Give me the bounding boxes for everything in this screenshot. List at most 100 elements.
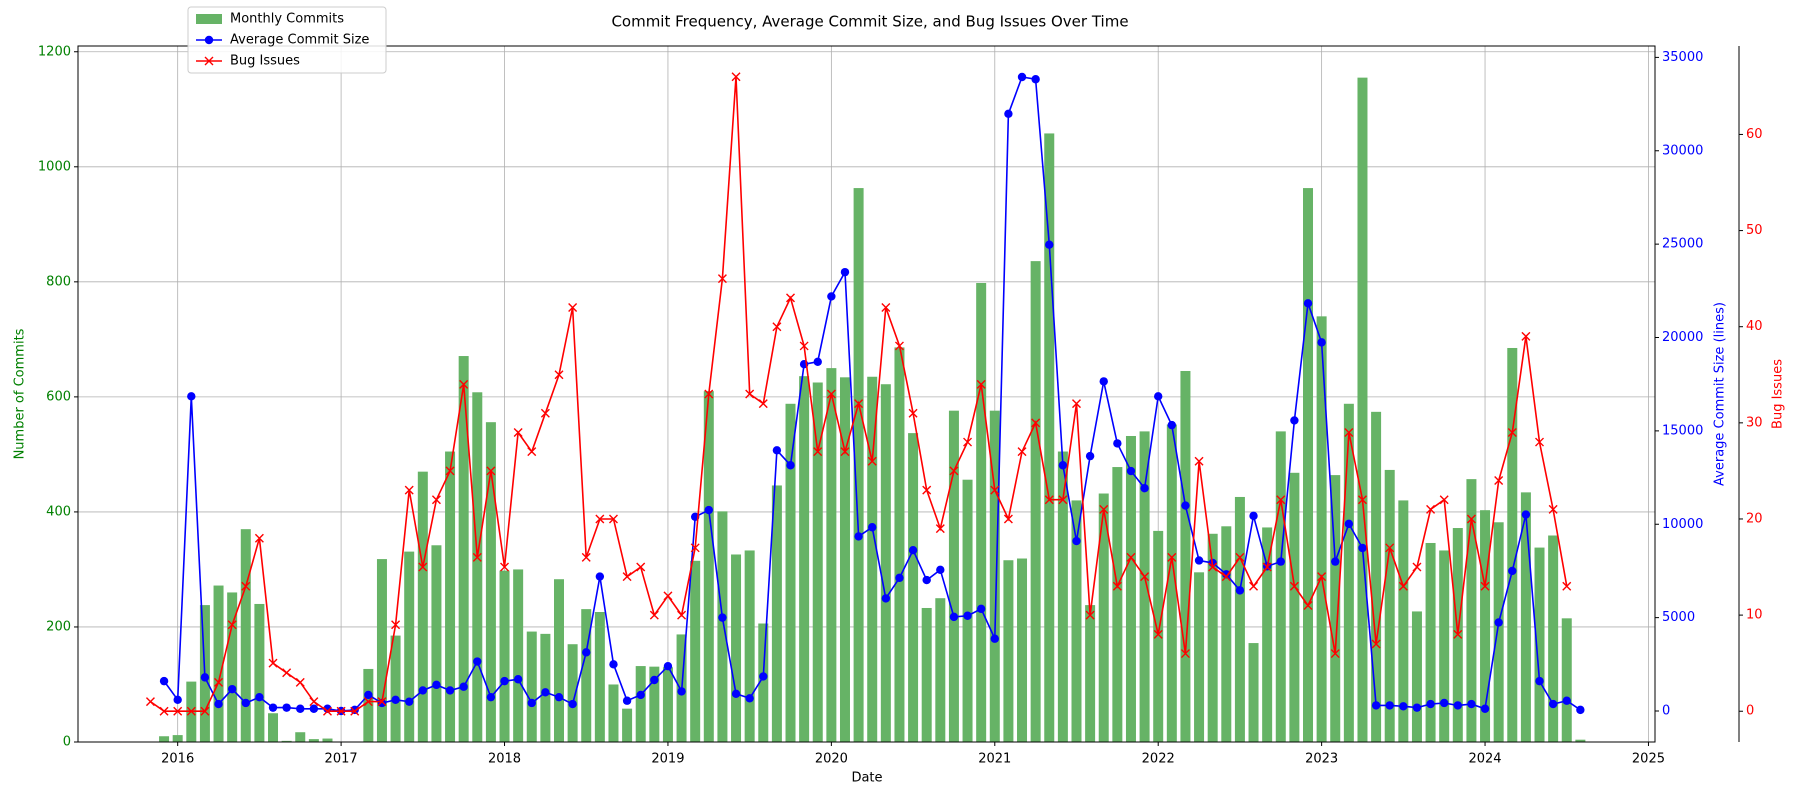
marker: [840, 267, 850, 277]
bar: [485, 422, 496, 742]
marker: [268, 658, 278, 668]
marker: [227, 684, 237, 694]
marker: [609, 660, 618, 669]
marker: [1439, 495, 1449, 505]
y3-tick-label: 30: [1746, 415, 1763, 430]
y2-axis-label: Average Commit Size (lines): [1713, 302, 1728, 486]
bar: [826, 368, 837, 742]
marker: [595, 514, 605, 524]
bar: [281, 740, 292, 742]
bar: [1561, 618, 1572, 742]
marker: [745, 389, 755, 399]
marker: [1385, 543, 1395, 553]
marker: [1085, 610, 1095, 620]
marker: [187, 392, 196, 401]
marker: [513, 427, 523, 437]
bar: [608, 684, 619, 742]
bar: [785, 403, 796, 742]
marker: [1344, 519, 1354, 529]
marker: [1249, 511, 1258, 521]
marker: [200, 673, 210, 682]
marker: [173, 695, 182, 704]
marker: [704, 389, 714, 399]
bar: [649, 666, 660, 742]
bar: [853, 188, 864, 742]
marker: [990, 485, 1000, 495]
bar: [254, 603, 265, 742]
bar: [1398, 500, 1409, 742]
bar: [513, 569, 524, 742]
bar: [662, 667, 673, 742]
marker: [309, 704, 319, 713]
marker: [568, 699, 577, 709]
marker: [1344, 427, 1354, 437]
bar: [908, 433, 919, 742]
bar: [1003, 560, 1014, 742]
marker: [255, 692, 264, 702]
bar: [758, 623, 769, 742]
marker: [622, 696, 632, 705]
marker: [486, 466, 496, 476]
bar: [1125, 435, 1136, 742]
bar: [867, 376, 878, 742]
marker: [595, 572, 605, 581]
bar: [295, 732, 306, 742]
bar: [880, 384, 891, 742]
marker: [1112, 581, 1122, 591]
marker: [540, 408, 550, 418]
bar: [989, 410, 1000, 742]
x-tick-label: 2019: [651, 752, 684, 767]
marker: [1521, 331, 1531, 341]
y2-tick-label: 10000: [1662, 517, 1703, 532]
y-axis-label: Number of Commits: [13, 328, 28, 459]
legend-swatch: [204, 35, 214, 45]
marker: [1508, 566, 1517, 576]
bar: [1044, 133, 1055, 743]
bar: [976, 282, 987, 742]
marker: [1290, 416, 1299, 425]
bar: [553, 579, 564, 742]
marker: [1358, 543, 1367, 553]
marker: [1453, 629, 1463, 639]
marker: [840, 447, 850, 457]
y2-tick-label: 5000: [1662, 610, 1695, 625]
marker: [1480, 581, 1490, 591]
bar: [1234, 496, 1245, 742]
marker: [1194, 456, 1204, 466]
marker: [1140, 484, 1149, 493]
marker: [582, 648, 591, 657]
marker: [717, 274, 727, 284]
marker: [1439, 698, 1449, 708]
y3-axis-label: Bug Issues: [1771, 359, 1786, 429]
bar: [731, 554, 742, 742]
marker: [473, 657, 482, 666]
marker: [1548, 504, 1558, 514]
marker: [554, 692, 564, 702]
marker: [949, 612, 959, 622]
bar: [717, 511, 728, 742]
marker: [214, 699, 223, 709]
marker: [296, 704, 305, 713]
marker: [813, 447, 823, 457]
marker: [650, 675, 659, 685]
y3-tick-label: 20: [1746, 511, 1763, 526]
marker: [282, 703, 291, 712]
legend-label: Monthly Commits: [230, 12, 344, 27]
marker: [554, 370, 564, 380]
marker: [404, 697, 414, 706]
bar: [1425, 542, 1436, 742]
marker: [731, 72, 741, 82]
marker: [1031, 418, 1041, 428]
marker: [1330, 649, 1340, 659]
marker: [173, 706, 183, 716]
marker: [1453, 701, 1463, 710]
bar: [962, 479, 973, 742]
x-tick-label: 2018: [488, 752, 521, 767]
marker: [826, 389, 836, 399]
marker: [309, 697, 319, 707]
marker: [649, 610, 659, 620]
marker: [377, 697, 387, 707]
bar: [894, 347, 905, 742]
marker: [1303, 600, 1313, 610]
